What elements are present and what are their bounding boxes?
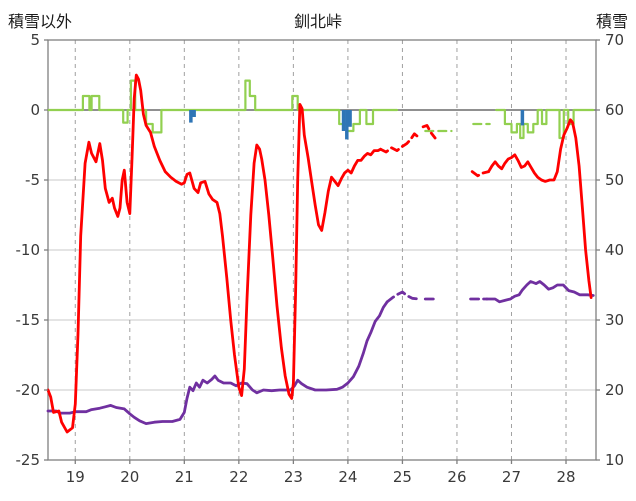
svg-text:40: 40 <box>605 241 624 259</box>
chart-title: 釧北峠 <box>293 12 342 31</box>
svg-text:22: 22 <box>229 468 248 486</box>
svg-text:-20: -20 <box>16 381 41 399</box>
svg-text:25: 25 <box>393 468 412 486</box>
series-temperature <box>46 73 593 434</box>
svg-text:70: 70 <box>605 31 624 49</box>
svg-text:50: 50 <box>605 171 624 189</box>
series-snow-depth <box>46 280 595 426</box>
svg-text:19: 19 <box>66 468 85 486</box>
svg-text:10: 10 <box>605 451 624 469</box>
svg-text:5: 5 <box>30 31 40 49</box>
svg-text:-10: -10 <box>16 241 41 259</box>
svg-text:26: 26 <box>447 468 466 486</box>
svg-text:60: 60 <box>605 101 624 119</box>
svg-text:28: 28 <box>556 468 575 486</box>
svg-text:24: 24 <box>338 468 357 486</box>
series-green-near-zero <box>46 79 595 140</box>
svg-text:30: 30 <box>605 311 624 329</box>
svg-text:-25: -25 <box>16 451 41 469</box>
svg-text:-5: -5 <box>25 171 40 189</box>
svg-text:0: 0 <box>30 101 40 119</box>
svg-text:21: 21 <box>175 468 194 486</box>
svg-text:-15: -15 <box>16 311 41 329</box>
series-blue-bars <box>189 110 525 140</box>
svg-text:23: 23 <box>284 468 303 486</box>
svg-text:20: 20 <box>120 468 139 486</box>
svg-text:20: 20 <box>605 381 624 399</box>
right-axis-title: 積雪 <box>595 12 628 31</box>
svg-text:27: 27 <box>502 468 521 486</box>
left-axis-title: 積雪以外 <box>8 12 73 31</box>
